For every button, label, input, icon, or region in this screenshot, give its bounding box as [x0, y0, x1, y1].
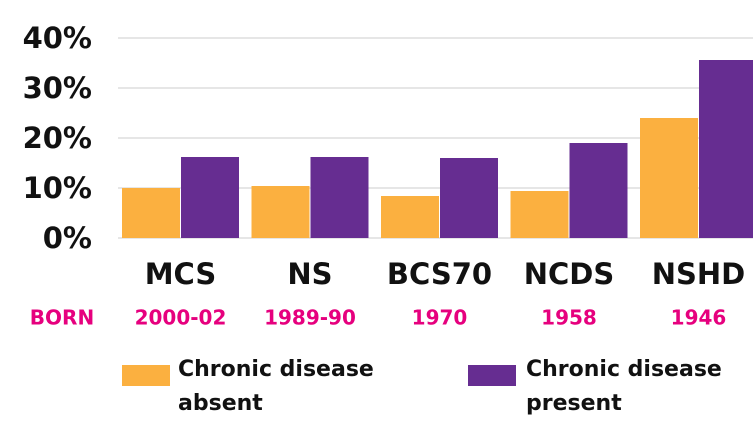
bar [569, 143, 628, 238]
year-label: 1989-90 [264, 306, 356, 330]
legend-swatch [468, 365, 516, 386]
bar [440, 158, 498, 238]
bar [181, 157, 239, 238]
bar [310, 157, 369, 238]
legend-swatch [122, 365, 170, 386]
x-tick-label: NS [287, 257, 332, 291]
year-label: 1958 [541, 306, 597, 330]
y-tick-label: 10% [23, 171, 92, 205]
y-tick-label: 40% [23, 21, 92, 55]
bar [640, 118, 698, 238]
year-label: 2000-02 [135, 306, 227, 330]
year-label: 1946 [671, 306, 727, 330]
y-tick-label: 30% [23, 71, 92, 105]
born-label: BORN [30, 306, 94, 330]
x-tick-label: NCDS [524, 257, 615, 291]
x-tick-label: NSHD [652, 257, 746, 291]
y-tick-label: 20% [23, 121, 92, 155]
legend-label: Chronic disease absent [178, 357, 374, 416]
x-tick-label: BCS70 [387, 257, 492, 291]
y-tick-label: 0% [43, 221, 92, 255]
bar [699, 60, 753, 238]
x-tick-label: MCS [145, 257, 217, 291]
bar [510, 191, 569, 238]
bar [381, 196, 439, 238]
legend-label: Chronic disease present [526, 357, 722, 416]
bar [251, 186, 310, 238]
bar [122, 188, 180, 238]
year-label: 1970 [412, 306, 468, 330]
